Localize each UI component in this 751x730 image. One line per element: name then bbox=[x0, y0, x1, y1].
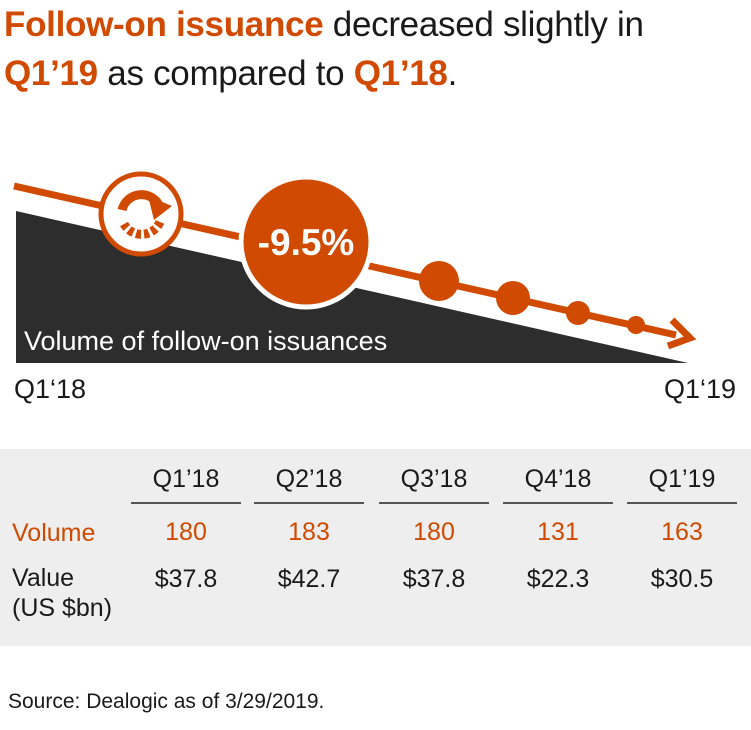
headline-highlight-prior: Q1’18 bbox=[353, 54, 448, 93]
trend-dot-small bbox=[566, 301, 590, 325]
row-label-value-line2: (US $bn) bbox=[12, 594, 113, 622]
volume-cell: 183 bbox=[288, 518, 330, 546]
row-label-value: Value (US $bn) bbox=[12, 563, 112, 623]
value-cell: $37.8 bbox=[402, 565, 466, 593]
end-period-label: Q1‘19 bbox=[663, 374, 736, 404]
source-note: Source: Dealogic as of 3/29/2019. bbox=[8, 690, 325, 713]
volume-cell: 163 bbox=[661, 518, 703, 546]
column-header: Q4’18 bbox=[503, 465, 613, 504]
column-header: Q3’18 bbox=[379, 465, 489, 504]
row-label-volume: Volume bbox=[12, 519, 96, 547]
value-cell: $42.7 bbox=[277, 565, 341, 593]
volume-cell: 180 bbox=[165, 518, 207, 546]
row-label-value-line1: Value bbox=[12, 564, 75, 592]
change-badge: -9.5% bbox=[238, 174, 374, 310]
column-header: Q1’19 bbox=[627, 465, 737, 504]
value-cell: $22.3 bbox=[526, 565, 590, 593]
trend-dot-smallest bbox=[627, 316, 645, 334]
headline-highlight-current: Q1’19 bbox=[4, 54, 98, 93]
volume-cell: 180 bbox=[413, 518, 455, 546]
trend-dot-large bbox=[419, 261, 459, 301]
trend-arrow-head-icon bbox=[666, 317, 697, 350]
value-cell: $30.5 bbox=[650, 565, 714, 593]
headline-text-2: as compared to bbox=[97, 54, 354, 93]
trend-graphic: -9.5% Volume of follow-on issuances bbox=[13, 171, 697, 363]
start-period-label: Q1‘18 bbox=[14, 374, 87, 404]
area-label: Volume of follow-on issuances bbox=[24, 326, 387, 356]
headline-highlight-subject: Follow-on issuance bbox=[4, 5, 324, 44]
value-cell: $37.8 bbox=[154, 565, 218, 593]
headline-period: . bbox=[447, 54, 458, 93]
change-badge-label: -9.5% bbox=[258, 222, 355, 263]
column-header: Q2’18 bbox=[254, 465, 364, 504]
cycle-icon bbox=[98, 171, 184, 257]
volume-cell: 131 bbox=[537, 518, 579, 546]
trend-dot-medium bbox=[496, 281, 530, 315]
headline: Follow-on issuance decreased slightly in… bbox=[4, 0, 749, 98]
data-table-panel bbox=[0, 449, 751, 646]
headline-text: decreased slightly in bbox=[323, 5, 644, 44]
column-header: Q1’18 bbox=[131, 465, 241, 504]
